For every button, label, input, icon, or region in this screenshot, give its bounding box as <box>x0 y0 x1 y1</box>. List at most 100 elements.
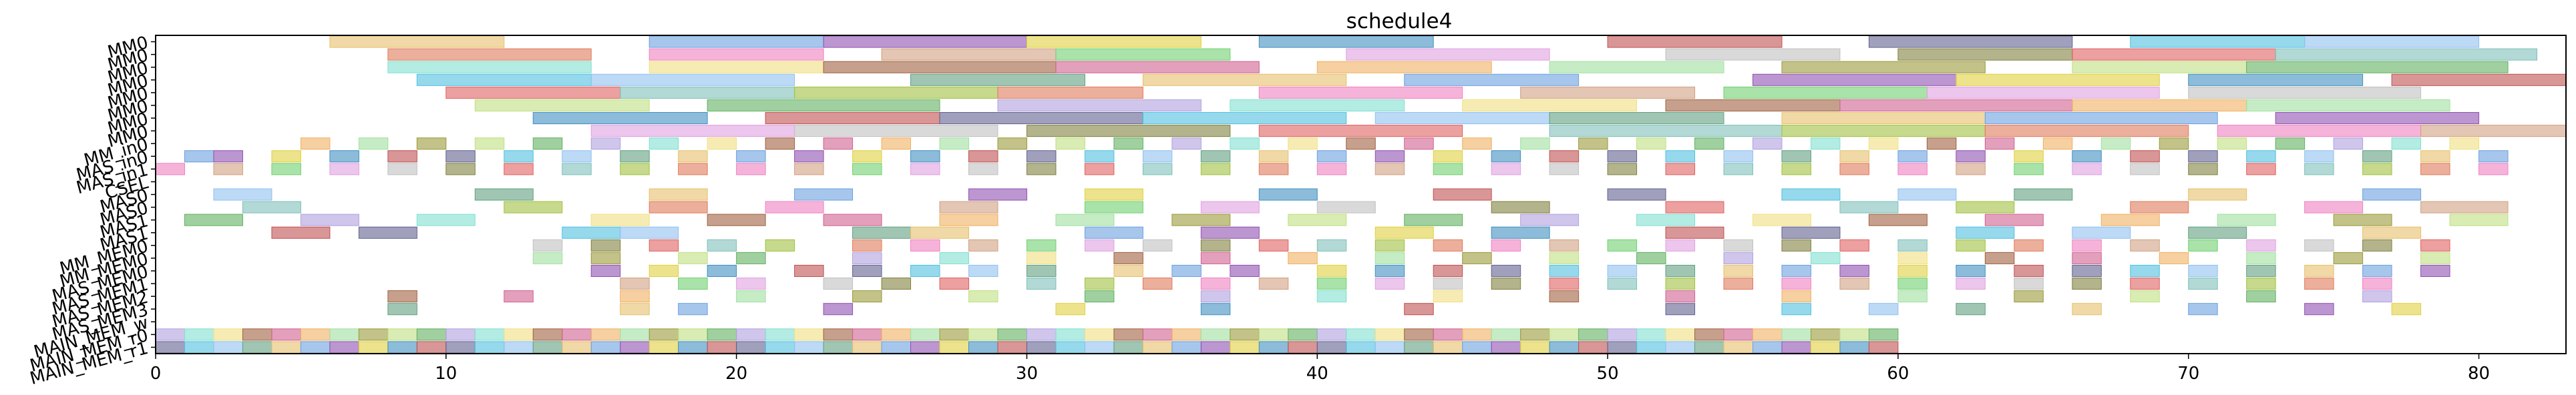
schedule-bar <box>1200 239 1231 252</box>
schedule-bar <box>532 137 563 150</box>
schedule-bar <box>213 163 243 175</box>
chart-title: schedule4 <box>1346 9 1453 33</box>
schedule-bar <box>387 150 417 163</box>
schedule-bar <box>1200 290 1231 303</box>
schedule-bar <box>1200 341 1231 354</box>
schedule-bar <box>1462 341 1492 354</box>
schedule-bar <box>794 163 824 175</box>
schedule-bar <box>881 328 912 341</box>
schedule-bar <box>504 328 534 341</box>
schedule-bar <box>1810 252 1841 264</box>
schedule-bar <box>2478 150 2509 163</box>
schedule-bar <box>1549 150 1580 163</box>
schedule-bar <box>649 201 708 214</box>
schedule-bar <box>2391 303 2422 316</box>
schedule-bar <box>707 264 737 278</box>
schedule-bar <box>2246 290 2276 303</box>
schedule-bar <box>1868 35 2073 48</box>
schedule-bar <box>1374 328 1405 341</box>
schedule-bar <box>2362 290 2392 303</box>
schedule-bar <box>910 163 940 175</box>
schedule-bar <box>300 328 331 341</box>
schedule-bar <box>562 328 592 341</box>
schedule-bar <box>1200 278 1231 290</box>
schedule-bar <box>2072 264 2102 278</box>
schedule-bar <box>1491 328 1521 341</box>
schedule-bar <box>823 303 854 316</box>
schedule-bar <box>1868 214 1927 226</box>
x-tick-label: 80 <box>2468 364 2490 384</box>
schedule-bar <box>1055 341 1085 354</box>
schedule-bar <box>2217 125 2422 137</box>
schedule-bar <box>1288 214 1347 226</box>
schedule-bar <box>2362 226 2422 239</box>
schedule-bar <box>474 188 534 201</box>
schedule-bar <box>649 35 824 48</box>
schedule-bar <box>474 328 505 341</box>
schedule-bar <box>590 328 621 341</box>
schedule-bar <box>1665 163 1696 175</box>
schedule-bar <box>562 226 621 239</box>
schedule-bar <box>213 188 272 201</box>
schedule-bar <box>1491 163 1521 175</box>
x-tick-label: 60 <box>1887 364 1909 384</box>
schedule-bar <box>387 341 417 354</box>
schedule-bar <box>2159 137 2189 150</box>
schedule-bar <box>1636 328 1666 341</box>
schedule-bar <box>1462 328 1492 341</box>
schedule-bar <box>504 150 534 163</box>
schedule-bar <box>1607 239 1638 252</box>
schedule-bar <box>1868 341 1899 354</box>
schedule-bar <box>2072 226 2131 239</box>
schedule-bar <box>1491 341 1521 354</box>
schedule-bar <box>1026 125 1231 137</box>
schedule-bar <box>1897 188 1957 201</box>
schedule-bar <box>1316 163 1347 175</box>
schedule-bar <box>445 86 621 99</box>
bars-layer <box>155 35 2567 354</box>
x-ticks: 0 10 20 30 40 50 60 70 80 <box>150 354 2490 384</box>
schedule-bar <box>2420 163 2450 175</box>
schedule-bar <box>1316 201 1376 214</box>
schedule-bar <box>2188 264 2218 278</box>
schedule-bar <box>1781 125 1986 137</box>
schedule-bar <box>852 264 882 278</box>
schedule-bar <box>1346 137 1376 150</box>
schedule-bar <box>1374 278 1405 290</box>
schedule-bar <box>2246 99 2450 111</box>
schedule-bar <box>852 328 882 341</box>
schedule-bar <box>1839 341 1869 354</box>
schedule-bar <box>2246 264 2276 278</box>
schedule-bar <box>910 264 940 278</box>
schedule-bar <box>1026 163 1057 175</box>
schedule-bar <box>1026 239 1057 252</box>
schedule-bar <box>1868 137 1899 150</box>
schedule-bar <box>852 290 882 303</box>
schedule-bar <box>1665 328 1696 341</box>
schedule-bar <box>678 252 708 264</box>
schedule-bar <box>649 137 679 150</box>
schedule-bar <box>852 239 882 252</box>
schedule-bar <box>1258 239 1289 252</box>
schedule-bar <box>2072 303 2102 316</box>
schedule-bar <box>852 150 882 163</box>
schedule-bar <box>1113 341 1143 354</box>
schedule-bar <box>1607 35 1783 48</box>
schedule-bar <box>474 137 505 150</box>
schedule-bar <box>1433 239 1463 252</box>
schedule-bar <box>707 137 737 150</box>
schedule-bar <box>1084 328 1115 341</box>
schedule-bar <box>823 61 1057 73</box>
schedule-bar <box>1753 214 1811 226</box>
schedule-bar <box>358 328 389 341</box>
schedule-bar <box>1781 61 1986 73</box>
schedule-bar <box>504 163 534 175</box>
schedule-bar <box>1607 341 1638 354</box>
schedule-bar <box>910 328 940 341</box>
schedule-bar <box>1404 73 1580 86</box>
schedule-bar <box>1171 264 1202 278</box>
schedule-bar <box>1258 328 1289 341</box>
schedule-bar <box>1142 111 1347 125</box>
schedule-bar <box>1200 252 1231 264</box>
schedule-bar <box>1549 278 1580 290</box>
